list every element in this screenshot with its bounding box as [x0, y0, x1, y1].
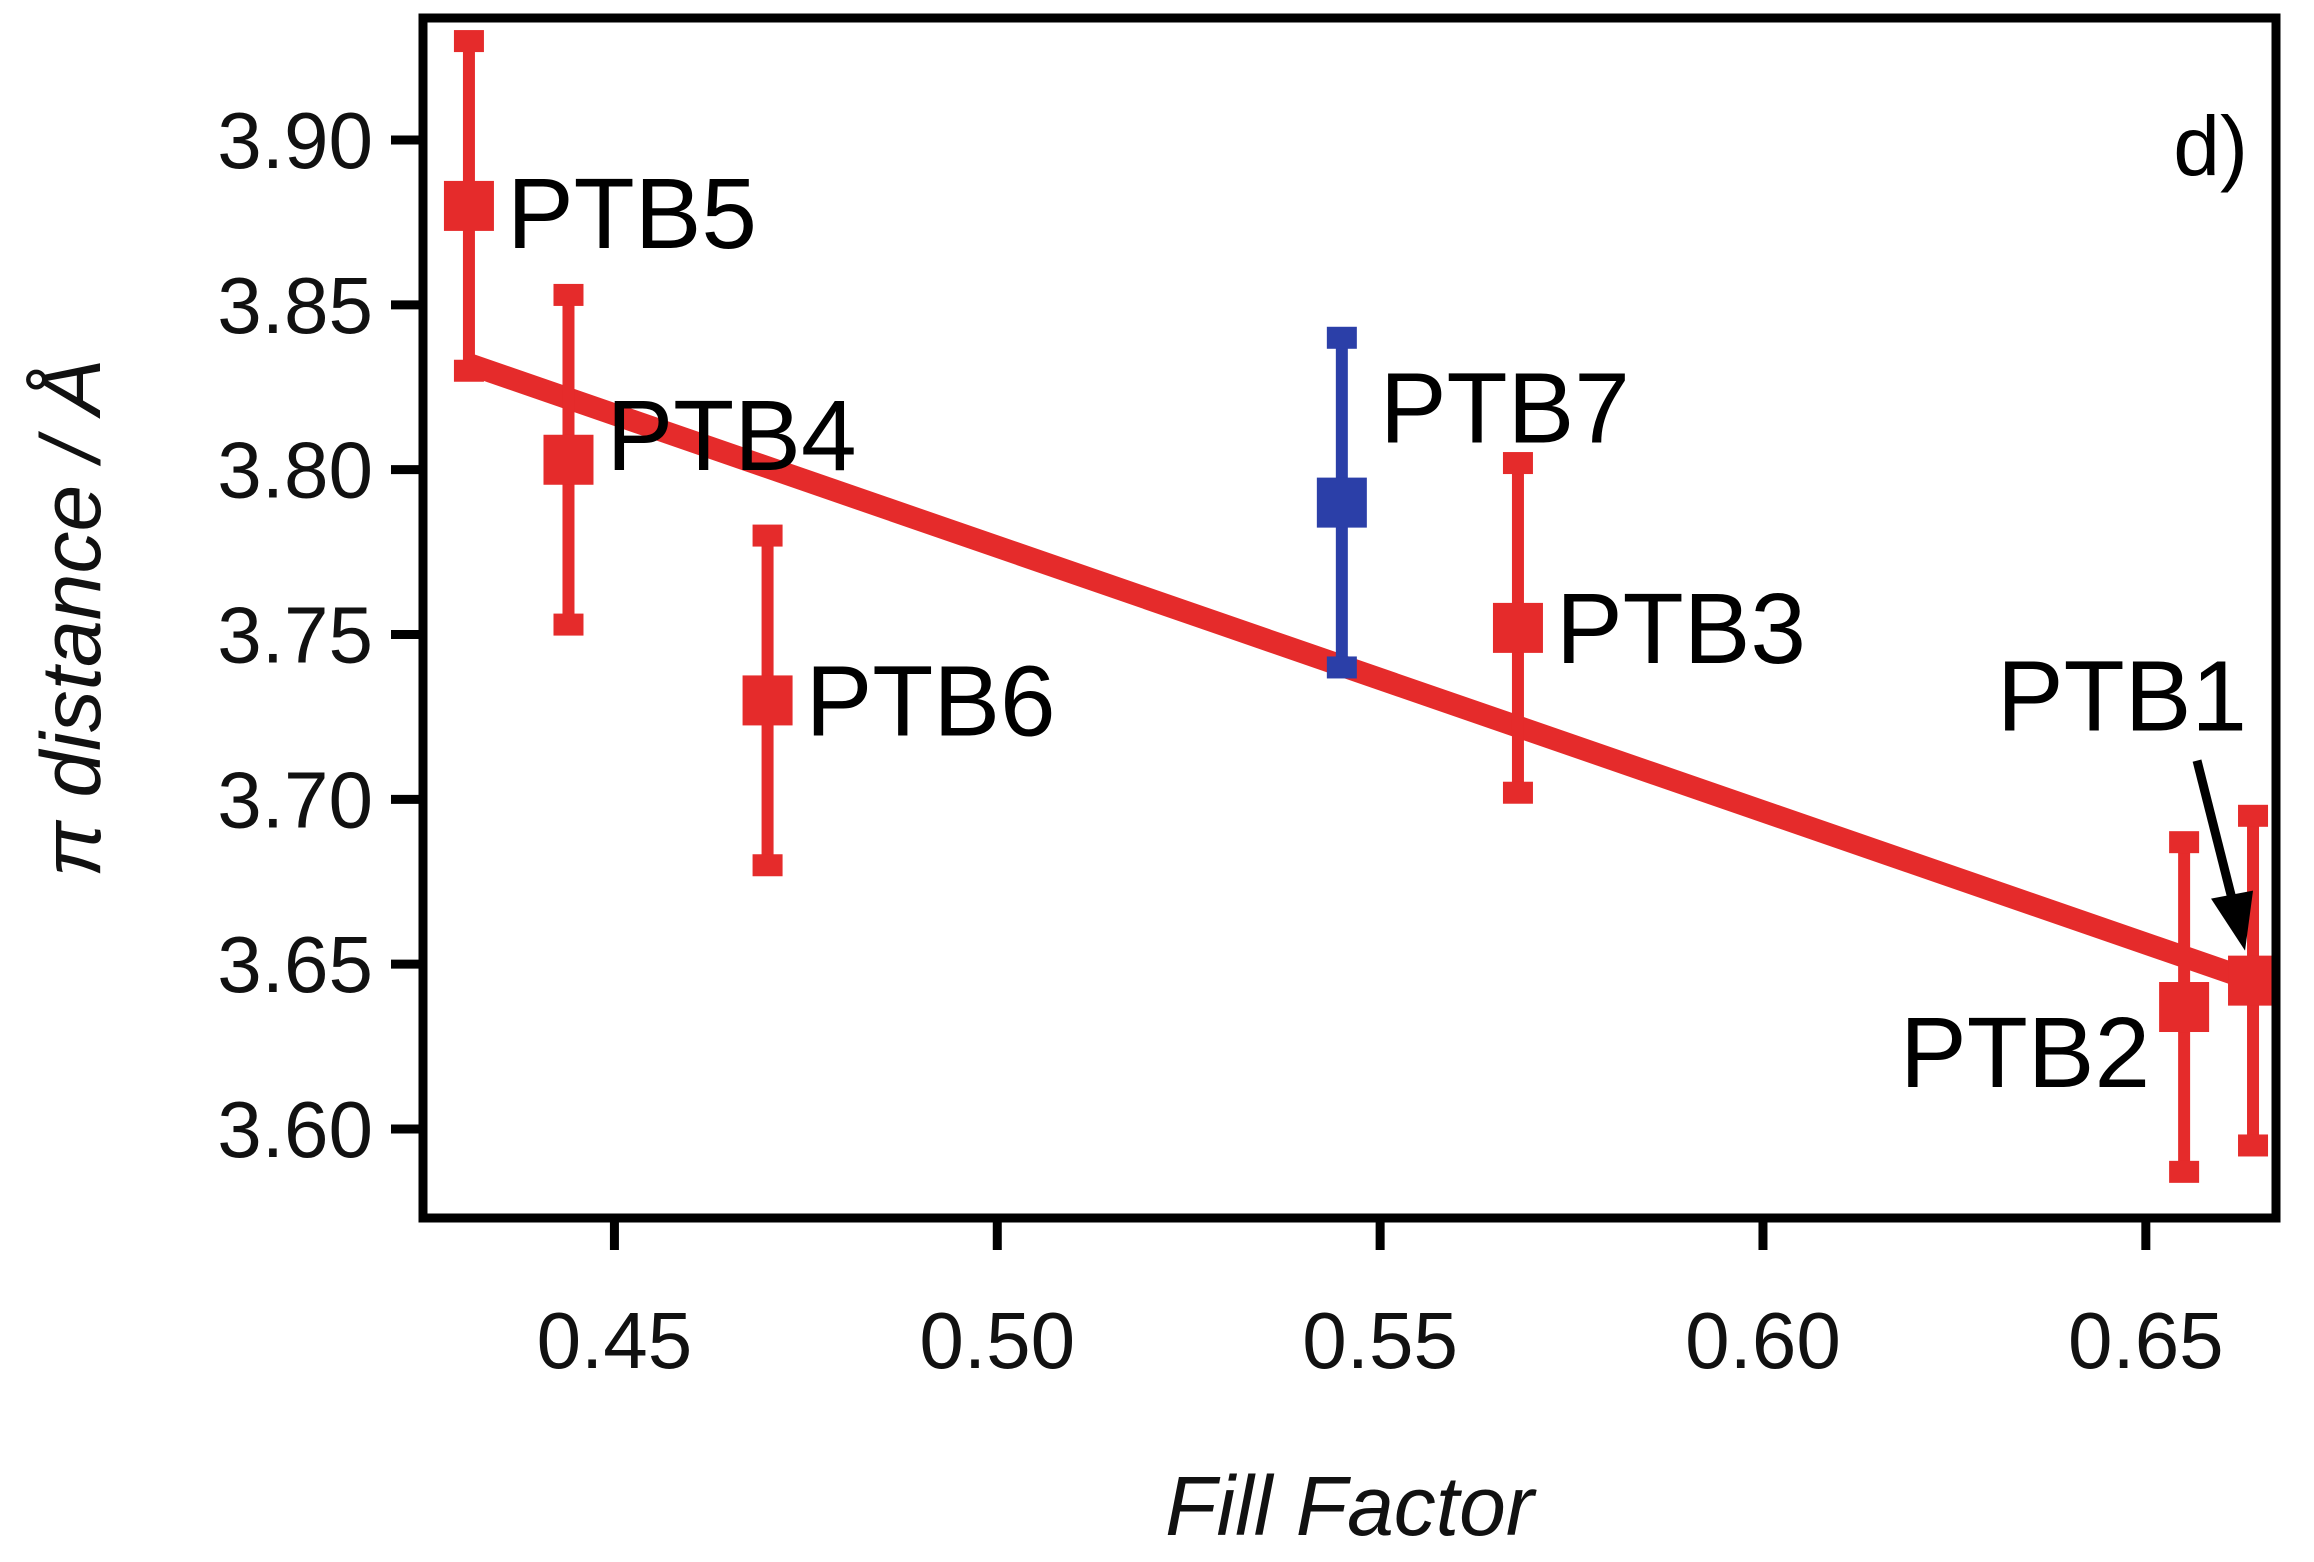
arrow-head: [2211, 890, 2254, 951]
marker-ptb3: [1492, 602, 1543, 653]
x-tick-label: 0.65: [2068, 1296, 2224, 1385]
errorbar-cap-top-ptb6: [752, 524, 783, 547]
marker-ptb7: [1316, 477, 1367, 528]
point-label-ptb5: PTB5: [507, 158, 757, 270]
errorbar-cap-bottom-ptb3: [1502, 781, 1533, 804]
y-tick-label: 3.90: [217, 96, 373, 185]
y-tick-label: 3.65: [217, 920, 373, 1009]
point-label-ptb3: PTB3: [1556, 573, 1806, 685]
errorbar-cap-top-ptb2: [2169, 831, 2200, 854]
marker-ptb1: [2228, 955, 2279, 1006]
errorbar-cap-bottom-ptb6: [752, 854, 783, 877]
errorbar-cap-top-ptb1: [2238, 804, 2269, 827]
point-label-ptb2: PTB2: [1900, 997, 2150, 1109]
x-tick-label: 0.45: [537, 1296, 693, 1385]
x-axis-label: Fill Factor: [1165, 1459, 1537, 1553]
marker-ptb6: [742, 675, 793, 726]
errorbar-cap-bottom-ptb1: [2238, 1134, 2269, 1157]
y-tick-label: 3.75: [217, 590, 373, 679]
marker-ptb4: [543, 434, 594, 485]
y-axis-label: π distance / Å: [24, 359, 118, 878]
x-tick-label: 0.60: [1685, 1296, 1841, 1385]
marker-ptb2: [2159, 982, 2210, 1033]
errorbar-cap-bottom-ptb4: [553, 613, 584, 636]
errorbar-cap-bottom-ptb7: [1326, 656, 1357, 679]
x-tick-label: 0.50: [919, 1296, 1075, 1385]
errorbar-cap-bottom-ptb2: [2169, 1160, 2200, 1183]
plot-frame: [418, 13, 2281, 1223]
x-tick-label: 0.55: [1302, 1296, 1458, 1385]
marker-ptb5: [443, 180, 494, 231]
arrow-shaft: [2192, 759, 2242, 920]
errorbar-cap-top-ptb5: [453, 30, 484, 53]
panel-label: d): [2173, 99, 2248, 193]
y-tick-label: 3.80: [217, 426, 373, 515]
errorbar-cap-bottom-ptb5: [453, 359, 484, 382]
errorbar-cap-top-ptb7: [1326, 326, 1357, 349]
fit-line: [465, 353, 2257, 992]
errorbar-cap-top-ptb3: [1502, 452, 1533, 475]
ptb1-arrow: [2192, 759, 2254, 951]
y-tick-label: 3.85: [217, 261, 373, 350]
point-label-ptb4: PTB4: [606, 380, 856, 492]
point-label-ptb1: PTB1: [1997, 641, 2247, 753]
y-tick-label: 3.70: [217, 755, 373, 844]
point-label-ptb6: PTB6: [806, 645, 1056, 757]
errorbar-cap-top-ptb4: [553, 283, 584, 306]
point-label-ptb7: PTB7: [1380, 353, 1630, 465]
y-tick-label: 3.60: [217, 1085, 373, 1174]
